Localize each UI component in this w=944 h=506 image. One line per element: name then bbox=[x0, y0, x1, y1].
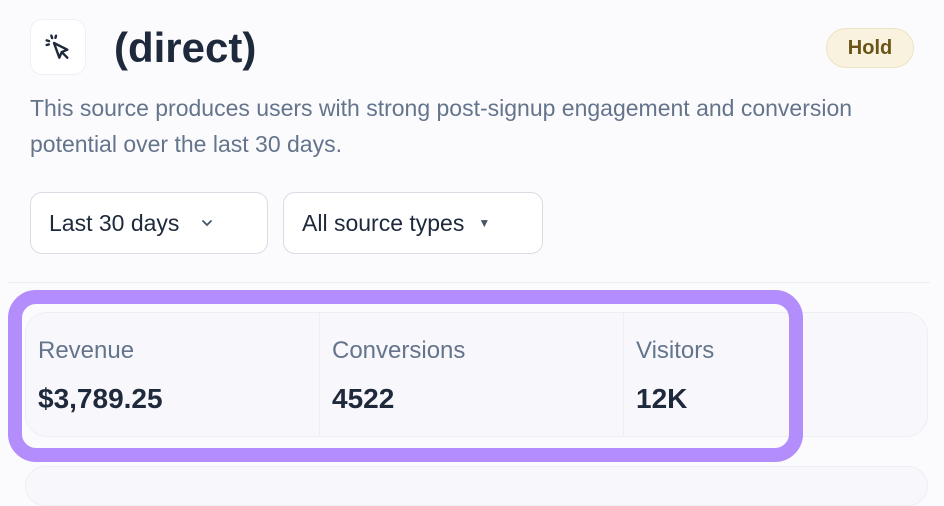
cursor-click-icon bbox=[45, 34, 69, 59]
stat-conversions: Conversions 4522 bbox=[320, 313, 624, 436]
next-card bbox=[25, 466, 928, 506]
stat-label: Visitors bbox=[636, 337, 715, 364]
source-type-select[interactable]: All source types ▼ bbox=[283, 192, 543, 254]
stat-label: Revenue bbox=[38, 337, 135, 364]
stat-value: $3,789.25 bbox=[38, 383, 163, 414]
stat-visitors: Visitors 12K bbox=[624, 313, 824, 436]
source-type-value: All source types bbox=[302, 209, 465, 236]
source-description: This source produces users with strong p… bbox=[30, 95, 853, 157]
page-title: (direct) bbox=[114, 24, 257, 71]
caret-down-icon: ▼ bbox=[478, 216, 491, 230]
stat-revenue: Revenue $3,789.25 bbox=[26, 313, 320, 436]
divider bbox=[8, 282, 930, 283]
stats-card: Revenue $3,789.25 Conversions 4522 Visit… bbox=[25, 312, 928, 437]
stat-label: Conversions bbox=[332, 337, 466, 364]
stat-value: 4522 bbox=[332, 383, 395, 414]
source-icon-box bbox=[30, 19, 86, 75]
date-range-select[interactable]: Last 30 days bbox=[30, 192, 268, 254]
date-range-value: Last 30 days bbox=[49, 209, 180, 236]
stat-value: 12K bbox=[636, 383, 688, 414]
chevron-down-icon bbox=[202, 220, 213, 227]
status-badge: Hold bbox=[826, 28, 914, 68]
